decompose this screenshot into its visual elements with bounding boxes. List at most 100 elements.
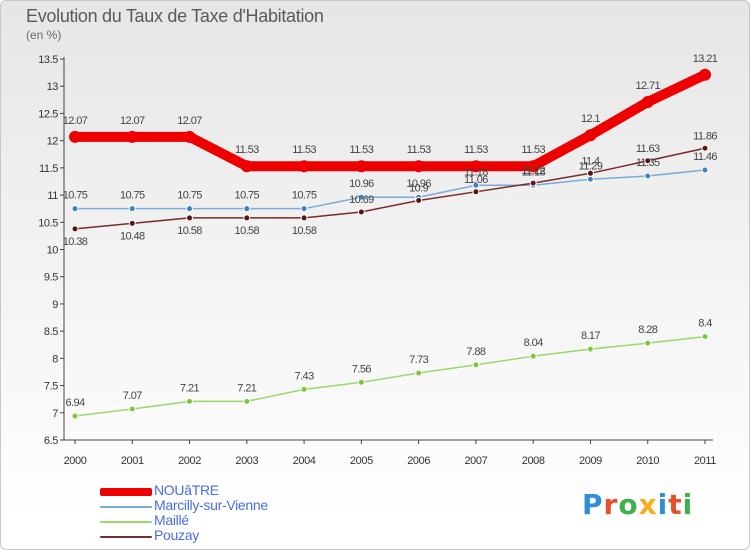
legend-label: Marcilly-sur-Vienne (154, 497, 268, 513)
data-point (529, 352, 537, 360)
data-point (69, 130, 81, 143)
y-tick-label: 12 (47, 136, 59, 148)
data-label: 10.75 (63, 190, 88, 202)
data-label: 7.88 (466, 346, 485, 358)
data-point (128, 205, 136, 213)
data-label: 10.96 (406, 178, 431, 190)
data-label: 10.75 (292, 190, 317, 202)
data-label: 7.43 (295, 370, 314, 382)
proxiti-logo: Proxiti (582, 488, 694, 521)
data-point (644, 339, 652, 347)
data-label: 10.96 (349, 178, 374, 190)
data-point (412, 160, 425, 173)
data-label: 11.53 (350, 144, 374, 156)
data-point (472, 361, 480, 369)
legend-label: Pouzay (154, 527, 199, 543)
data-point (357, 208, 365, 216)
data-label: 10.75 (235, 190, 260, 202)
x-tick-label: 2006 (407, 455, 430, 467)
data-point (298, 160, 311, 173)
data-label: 10.38 (63, 236, 88, 248)
x-tick-label: 2011 (694, 455, 716, 467)
data-point (527, 160, 540, 173)
data-label: 11.53 (292, 144, 316, 156)
data-label: 11.63 (636, 143, 660, 155)
data-point (243, 214, 251, 222)
y-tick-label: 7.5 (44, 381, 58, 393)
data-point (641, 95, 654, 108)
data-label: 10.58 (235, 225, 260, 237)
data-point (644, 172, 652, 180)
x-tick-label: 2008 (522, 455, 545, 467)
data-label: 10.48 (120, 230, 145, 242)
data-label: 12.1 (581, 113, 600, 125)
data-label: 11.53 (521, 144, 545, 156)
data-point (415, 369, 423, 377)
data-point (183, 130, 196, 143)
data-label: 11.53 (235, 144, 259, 156)
data-label: 12.07 (120, 115, 145, 127)
data-label: 10.69 (349, 194, 374, 206)
data-point (586, 169, 594, 177)
data-point (644, 157, 652, 165)
data-label: 6.94 (65, 397, 84, 409)
x-tick-label: 2001 (121, 455, 144, 467)
data-label: 8.4 (698, 318, 712, 330)
y-tick-label: 8 (52, 353, 58, 365)
data-point (584, 129, 597, 142)
x-tick-label: 2002 (178, 455, 201, 467)
data-point (71, 205, 79, 213)
data-label: 12.07 (63, 115, 88, 127)
data-point (71, 225, 79, 233)
data-label: 10.58 (177, 225, 202, 237)
y-tick-label: 7 (52, 408, 58, 420)
data-label: 11.06 (464, 174, 488, 186)
data-label: 11.22 (521, 165, 545, 177)
data-label: 12.71 (635, 80, 660, 92)
data-point (243, 205, 251, 213)
y-tick-label: 12.5 (38, 108, 58, 120)
data-label: 11.4 (581, 155, 600, 167)
x-tick-label: 2010 (636, 455, 659, 467)
y-tick-label: 10.5 (38, 217, 58, 229)
data-point (357, 378, 365, 386)
data-label: 7.21 (237, 382, 256, 394)
legend-label: Maillé (154, 512, 189, 528)
chart-title: Evolution du Taux de Taxe d'Habitation (26, 6, 324, 26)
y-tick-label: 6.5 (44, 435, 58, 447)
y-tick-label: 8.5 (44, 326, 58, 338)
data-point (701, 166, 709, 174)
data-point (186, 205, 194, 213)
x-tick-label: 2003 (235, 455, 258, 467)
data-point (469, 160, 482, 173)
y-tick-label: 11.5 (39, 163, 58, 175)
data-point (300, 385, 308, 393)
x-tick-label: 2000 (64, 455, 87, 467)
data-label: 10.75 (177, 190, 202, 202)
data-point (186, 397, 194, 405)
data-point (472, 188, 480, 196)
data-point (586, 175, 594, 183)
y-tick-label: 13.5 (38, 54, 58, 66)
data-label: 8.04 (524, 337, 543, 349)
legend-label: NOUâTRE (154, 482, 219, 498)
y-tick-label: 13 (47, 81, 59, 93)
data-label: 7.21 (180, 382, 199, 394)
data-point (701, 333, 709, 341)
legend-swatch (100, 521, 152, 523)
data-point (126, 130, 139, 143)
data-label: 11.18 (521, 166, 545, 178)
data-label: 8.28 (638, 324, 657, 336)
chart-subtitle: (en %) (26, 28, 62, 42)
data-label: 11.53 (464, 144, 488, 156)
x-tick-label: 2004 (293, 455, 316, 467)
x-tick-label: 2005 (350, 455, 373, 467)
series-line-1 (74, 169, 706, 210)
data-label: 11.53 (407, 144, 431, 156)
data-point (128, 405, 136, 413)
data-label: 11.35 (636, 157, 660, 169)
data-point (415, 197, 423, 205)
x-tick-label: 2009 (579, 455, 602, 467)
y-tick-label: 10 (47, 245, 59, 257)
